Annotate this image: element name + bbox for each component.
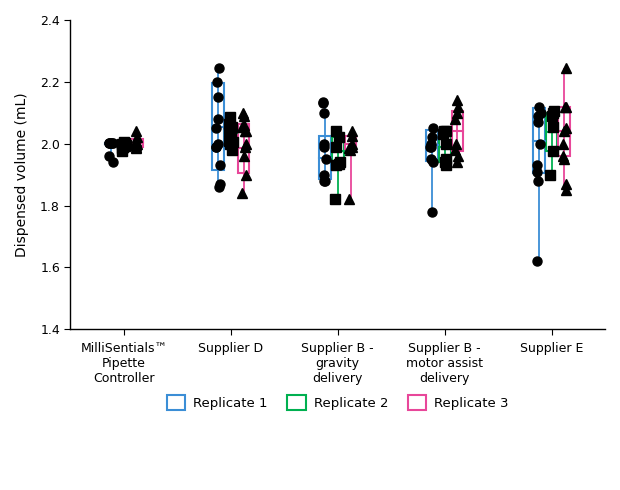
- Bar: [345, 136, 356, 151]
- Bar: [319, 136, 330, 179]
- Bar: [131, 139, 143, 147]
- Bar: [546, 113, 557, 151]
- Bar: [559, 107, 570, 156]
- Bar: [332, 138, 343, 165]
- Bar: [533, 108, 544, 173]
- Bar: [225, 125, 237, 141]
- Bar: [426, 130, 438, 161]
- Bar: [439, 131, 451, 162]
- Bar: [212, 83, 224, 170]
- Bar: [451, 111, 463, 151]
- Bar: [237, 123, 249, 173]
- Y-axis label: Dispensed volume (mL): Dispensed volume (mL): [15, 92, 29, 257]
- Bar: [118, 143, 130, 147]
- Legend: Replicate 1, Replicate 2, Replicate 3: Replicate 1, Replicate 2, Replicate 3: [161, 390, 514, 416]
